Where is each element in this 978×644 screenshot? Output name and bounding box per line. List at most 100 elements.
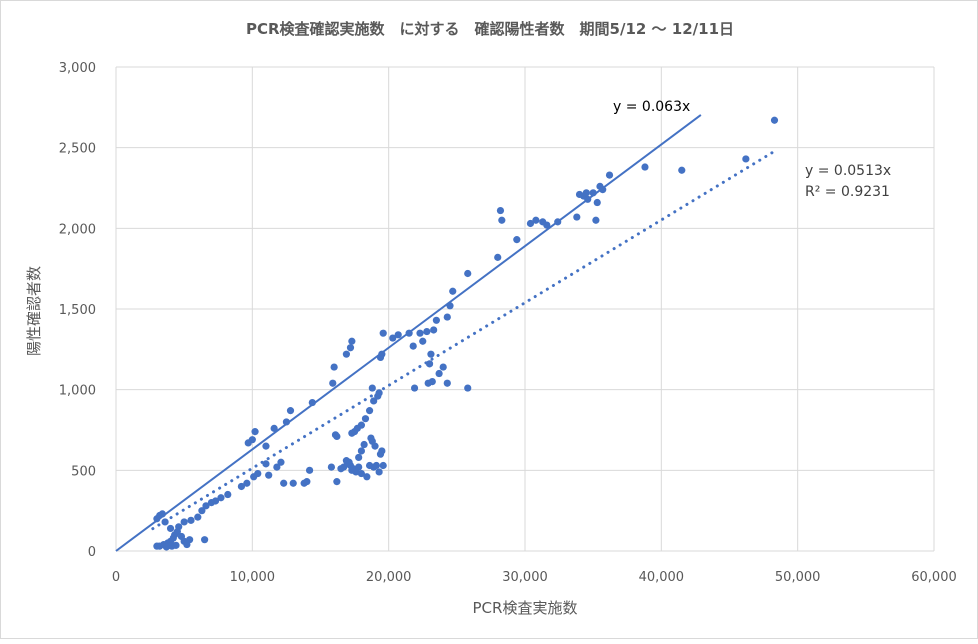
- data-point: [443, 379, 451, 387]
- x-axis-label: PCR検査実施数: [473, 599, 578, 617]
- data-point: [425, 360, 434, 368]
- data-point: [270, 424, 278, 432]
- y-tick-label: 1,000: [59, 384, 96, 399]
- data-point: [365, 407, 374, 415]
- data-point: [368, 384, 376, 392]
- x-tick-label: 40,000: [639, 570, 685, 585]
- data-point: [513, 236, 521, 244]
- data-point: [333, 478, 341, 486]
- data-point: [355, 453, 363, 462]
- data-point: [742, 155, 750, 163]
- trendlines: [115, 114, 776, 552]
- data-point: [289, 479, 297, 487]
- data-point: [394, 331, 402, 339]
- data-point: [367, 434, 375, 442]
- data-point: [419, 337, 427, 345]
- data-point: [410, 384, 419, 392]
- data-point: [375, 389, 383, 397]
- data-point: [770, 116, 779, 124]
- data-point: [379, 329, 387, 337]
- x-tick-label: 50,000: [775, 570, 821, 585]
- data-point: [357, 447, 365, 455]
- data-point: [331, 431, 340, 439]
- data-point: [224, 490, 232, 499]
- data-point: [526, 219, 535, 228]
- data-point: [532, 216, 540, 224]
- data-point: [430, 326, 438, 334]
- data-point: [211, 497, 220, 505]
- y-tick-label: 500: [71, 464, 96, 479]
- y-tick-label: 0: [88, 545, 96, 560]
- y-tick-label: 3,000: [59, 61, 96, 76]
- data-point: [345, 458, 353, 466]
- r-squared-label: R² = 0.9231: [805, 184, 890, 200]
- data-point: [158, 510, 166, 518]
- data-point: [217, 494, 225, 502]
- data-point: [416, 329, 424, 337]
- x-tick-label: 0: [112, 570, 120, 585]
- data-point: [243, 479, 251, 487]
- data-point: [464, 384, 472, 392]
- data-point: [641, 163, 649, 171]
- data-point: [378, 447, 386, 455]
- data-point: [363, 473, 371, 481]
- data-point: [162, 543, 171, 551]
- data-point: [370, 397, 378, 405]
- data-point: [201, 536, 209, 544]
- data-point: [346, 344, 355, 352]
- data-point: [405, 329, 413, 337]
- data-point: [357, 421, 365, 429]
- data-point: [262, 460, 270, 468]
- data-point: [599, 186, 607, 194]
- data-point: [409, 342, 417, 350]
- data-point: [355, 463, 363, 471]
- data-point: [584, 195, 592, 203]
- data-point: [593, 198, 601, 207]
- data-point: [303, 478, 311, 486]
- gridlines: [115, 66, 935, 552]
- data-point: [198, 507, 206, 515]
- x-tick-label: 60,000: [911, 570, 957, 585]
- data-points: [153, 116, 779, 551]
- data-point: [327, 463, 336, 471]
- data-point: [254, 469, 262, 478]
- data-point: [372, 461, 380, 470]
- data-point: [273, 463, 281, 471]
- data-point: [371, 442, 379, 450]
- trendline-linear-fit: [151, 149, 776, 531]
- data-point: [357, 469, 365, 478]
- data-point: [443, 313, 451, 321]
- data-point: [378, 350, 386, 358]
- data-point: [496, 206, 505, 215]
- data-point: [432, 316, 440, 324]
- data-point: [282, 418, 291, 426]
- data-point: [187, 516, 195, 524]
- data-point: [348, 466, 356, 474]
- data-point: [286, 407, 295, 415]
- data-point: [543, 221, 551, 229]
- x-tick-label: 20,000: [366, 570, 412, 585]
- data-point: [305, 466, 314, 474]
- data-point: [180, 518, 188, 526]
- data-point: [360, 440, 368, 449]
- data-point: [237, 482, 246, 491]
- data-point: [277, 458, 285, 466]
- data-point: [678, 166, 686, 174]
- data-point: [375, 468, 383, 476]
- data-point: [348, 429, 356, 437]
- data-point: [605, 171, 614, 179]
- data-point: [554, 218, 562, 226]
- y-tick-labels: 0 500 1,000 1,500 2,000 2,500 3,000: [59, 61, 96, 560]
- data-point: [439, 363, 447, 371]
- data-point: [424, 379, 432, 387]
- chart-title: PCR検査確認実施数 に対する 確認陽性者数 期間5/12 ～ 12/11日: [246, 20, 734, 38]
- data-point: [592, 216, 600, 224]
- data-point: [498, 216, 506, 224]
- data-point: [175, 523, 183, 531]
- data-point: [161, 518, 169, 526]
- data-point: [573, 213, 581, 221]
- data-point: [202, 502, 210, 510]
- data-point: [446, 302, 454, 310]
- data-point: [449, 287, 457, 295]
- data-point: [348, 337, 356, 345]
